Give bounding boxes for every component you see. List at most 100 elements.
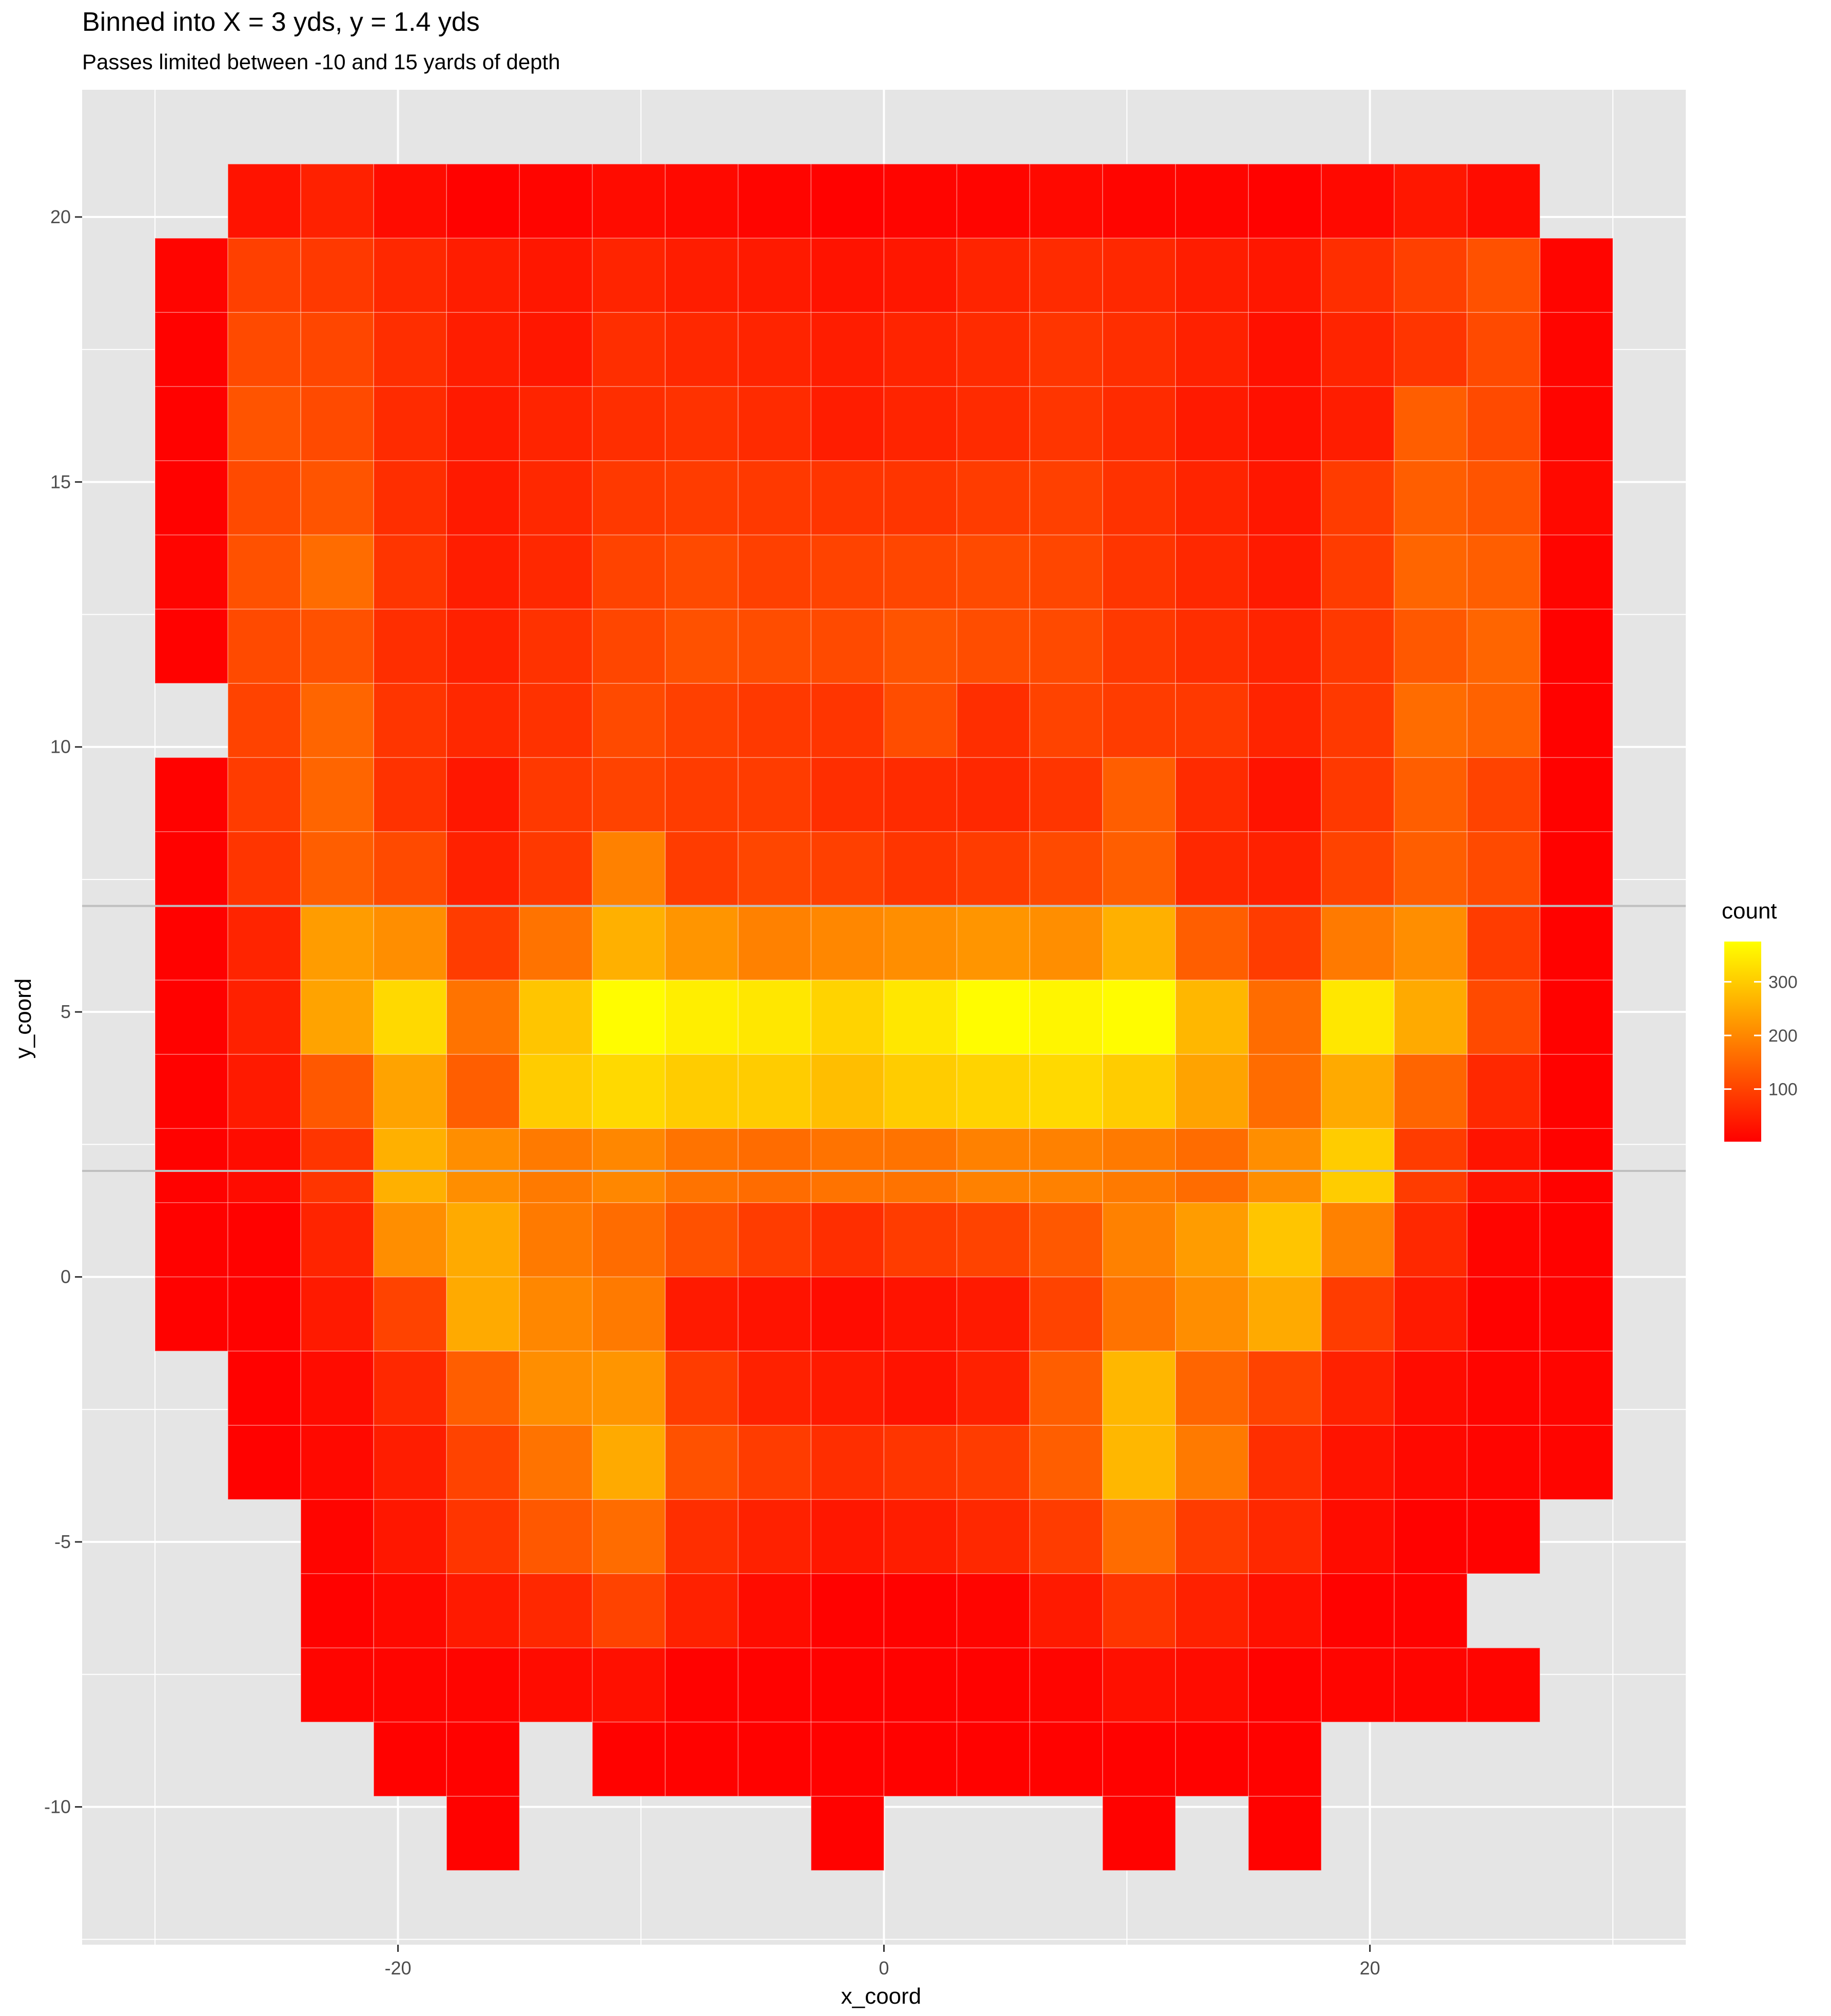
heatmap-tile	[446, 1647, 520, 1723]
heatmap-tile	[1029, 683, 1103, 758]
heatmap-tile	[300, 609, 374, 684]
heatmap-tile	[592, 1721, 666, 1797]
heatmap-tile	[446, 1721, 520, 1797]
heatmap-tile	[1029, 1425, 1103, 1500]
legend-colorbar	[1724, 942, 1761, 1142]
heatmap-tile	[1175, 534, 1249, 610]
heatmap-tile	[154, 609, 228, 684]
heatmap-tile	[1175, 757, 1249, 832]
heatmap-tile	[665, 905, 739, 981]
heatmap-tile	[1102, 1054, 1176, 1129]
heatmap-tile	[737, 1647, 812, 1723]
heatmap-tile	[1321, 980, 1395, 1055]
heatmap-tile	[956, 1573, 1030, 1649]
heatmap-tile	[1394, 1350, 1468, 1426]
heatmap-tile	[373, 1054, 447, 1129]
heatmap-tile	[1248, 460, 1322, 536]
heatmap-tile	[1102, 1796, 1176, 1871]
heatmap-tile	[956, 1350, 1030, 1426]
heatmap-tile	[737, 1721, 812, 1797]
heatmap-tile	[1248, 312, 1322, 387]
heatmap-tile	[1029, 460, 1103, 536]
heatmap-tile	[592, 1573, 666, 1649]
heatmap-tile	[1248, 1573, 1322, 1649]
heatmap-tile	[737, 609, 812, 684]
heatmap-tile	[1175, 1128, 1249, 1203]
heatmap-tile	[592, 312, 666, 387]
heatmap-tile	[956, 460, 1030, 536]
heatmap-tile	[373, 609, 447, 684]
heatmap-tile	[519, 980, 593, 1055]
heatmap-tile	[592, 534, 666, 610]
heatmap-tile	[1175, 1350, 1249, 1426]
heatmap-tile	[300, 460, 374, 536]
heatmap-tile	[446, 1573, 520, 1649]
heatmap-tile	[1540, 1425, 1613, 1500]
heatmap-tile	[665, 1202, 739, 1278]
heatmap-tile	[519, 1054, 593, 1129]
heatmap-tile	[1175, 1202, 1249, 1278]
x-tick-label: -20	[385, 1958, 412, 1979]
heatmap-tile	[373, 757, 447, 832]
heatmap-tile	[154, 1276, 228, 1352]
heatmap-tile	[592, 1425, 666, 1500]
heatmap-tile	[300, 386, 374, 461]
heatmap-tile	[1394, 163, 1468, 239]
heatmap-tile	[1029, 905, 1103, 981]
heatmap-tile	[665, 1350, 739, 1426]
heatmap-tile	[300, 163, 374, 239]
heatmap-tile	[1175, 1499, 1249, 1574]
heatmap-tile	[1248, 1054, 1322, 1129]
heatmap-tile	[519, 609, 593, 684]
heatmap-tile	[810, 534, 885, 610]
heatmap-tile	[592, 386, 666, 461]
color-legend: count 100 200 300	[1722, 898, 1798, 1142]
heatmap-tile	[373, 1128, 447, 1203]
heatmap-tile	[1467, 1054, 1541, 1129]
heatmap-tile	[154, 1202, 228, 1278]
heatmap-tile	[1248, 757, 1322, 832]
heatmap-tile	[1394, 1499, 1468, 1574]
heatmap-tile	[519, 1647, 593, 1723]
heatmap-tile	[1467, 831, 1541, 907]
heatmap-tile	[446, 1276, 520, 1352]
heatmap-tile	[519, 312, 593, 387]
heatmap-tile	[227, 238, 301, 313]
heatmap-tile	[1248, 163, 1322, 239]
heatmap-tile	[446, 1796, 520, 1871]
heatmap-tile	[1467, 1425, 1541, 1500]
heatmap-tile	[1248, 1425, 1322, 1500]
heatmap-tile	[446, 831, 520, 907]
heatmap-tile	[1394, 238, 1468, 313]
heatmap-tile	[1321, 905, 1395, 981]
heatmap-tile	[519, 1499, 593, 1574]
heatmap-tile	[665, 1647, 739, 1723]
heatmap-tile	[1394, 1202, 1468, 1278]
heatmap-tile	[446, 238, 520, 313]
heatmap-tile	[592, 460, 666, 536]
legend-tick-label: 100	[1768, 1080, 1798, 1100]
heatmap-tile	[810, 905, 885, 981]
legend-tick-label: 200	[1768, 1026, 1798, 1046]
heatmap-tile	[1102, 757, 1176, 832]
heatmap-tile	[592, 609, 666, 684]
heatmap-tile	[300, 980, 374, 1055]
heatmap-tile	[227, 980, 301, 1055]
heatmap-tile	[1102, 1647, 1176, 1723]
heatmap-tile	[1175, 460, 1249, 536]
heatmap-tile	[446, 1128, 520, 1203]
heatmap-tile	[956, 312, 1030, 387]
heatmap-tile	[1102, 1721, 1176, 1797]
heatmap-tile	[1394, 1128, 1468, 1203]
heatmap-tile	[1540, 1128, 1613, 1203]
heatmap-tile	[446, 163, 520, 239]
heatmap-tile	[810, 1647, 885, 1723]
heatmap-tile	[1175, 905, 1249, 981]
heatmap-tile	[737, 683, 812, 758]
heatmap-tile	[1540, 980, 1613, 1055]
heatmap-tile	[883, 1202, 958, 1278]
heatmap-tile	[1467, 757, 1541, 832]
heatmap-tile	[1467, 386, 1541, 461]
heatmap-tile	[1467, 460, 1541, 536]
